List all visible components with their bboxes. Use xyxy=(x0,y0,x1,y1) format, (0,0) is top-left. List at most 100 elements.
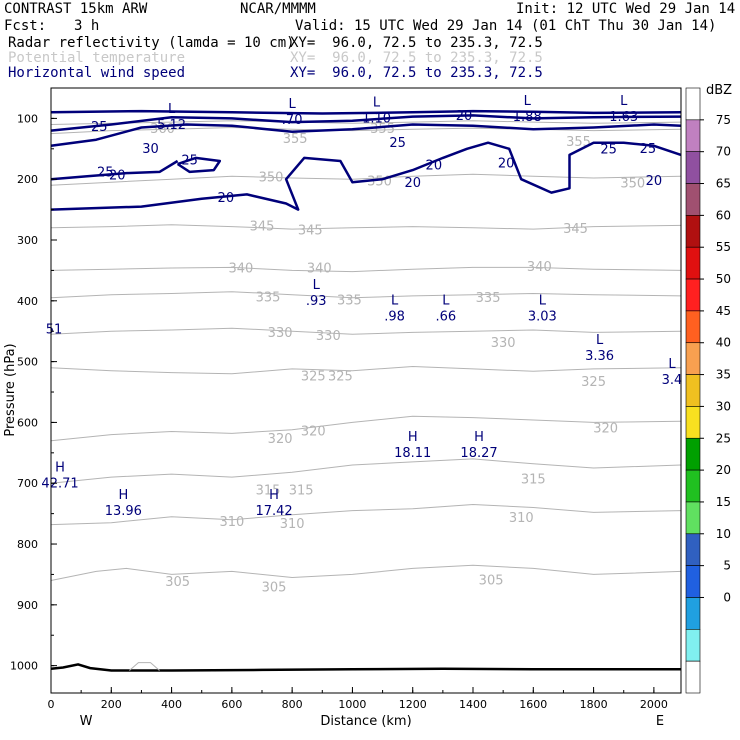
x-tick-label: 1200 xyxy=(399,698,427,711)
theta-contour-340 xyxy=(50,266,682,273)
y-tick-label: 500 xyxy=(17,356,38,369)
theta-label-325: 325 xyxy=(301,369,326,384)
theta-contour-330 xyxy=(50,327,682,335)
colorbar-swatch xyxy=(685,629,701,662)
theta-label-310: 310 xyxy=(280,517,305,532)
high-marker-letter: H xyxy=(269,488,279,503)
low-marker-value: 3.03 xyxy=(528,309,557,324)
colorbar-swatch xyxy=(685,183,701,216)
init-time: Init: 12 UTC Wed 29 Jan 14 xyxy=(516,1,736,17)
low-marker-value: 1.63 xyxy=(609,110,638,125)
y-tick-label: 1000 xyxy=(10,660,38,673)
low-marker-letter: L xyxy=(668,357,676,372)
theta-label-335: 335 xyxy=(337,293,362,308)
colorbar-level: 20 xyxy=(716,463,731,477)
theta-label-355: 355 xyxy=(566,135,591,150)
theta-label-345: 345 xyxy=(250,220,275,235)
colorbar-level: 25 xyxy=(716,431,731,445)
colorbar-swatch xyxy=(685,565,701,598)
x-tick-label: 600 xyxy=(221,698,242,711)
colorbar-level: 0 xyxy=(723,590,731,604)
colorbar-level: 75 xyxy=(716,113,731,127)
colorbar-swatch xyxy=(685,597,701,630)
wind-contour-30 xyxy=(50,114,682,132)
low-marker-letter: L xyxy=(168,102,176,117)
colorbar-level: 15 xyxy=(716,495,731,509)
high-marker-value: 13.96 xyxy=(105,504,142,519)
y-tick-label: 400 xyxy=(17,295,38,308)
low-marker-letter: L xyxy=(620,94,628,109)
theta-label-340: 340 xyxy=(307,262,332,277)
forecast-hours: 3 h xyxy=(74,18,100,34)
wind-contour-25 xyxy=(176,156,222,174)
wind-label-25: 25 xyxy=(181,153,198,168)
field-xy-theta: XY= 96.0, 72.5 to 235.3, 72.5 xyxy=(290,50,543,66)
theta-label-315: 315 xyxy=(289,484,314,499)
colorbar-swatch xyxy=(685,151,701,184)
wind-label-20: 20 xyxy=(426,158,443,173)
low-marker-value: 3.36 xyxy=(585,349,614,364)
colorbar-unit: dBZ xyxy=(706,83,732,98)
wind-label-30: 30 xyxy=(142,142,159,157)
wind-contour-20 xyxy=(50,141,682,211)
x-tick-label: 400 xyxy=(161,698,182,711)
high-marker-value: 17.42 xyxy=(255,504,292,519)
high-marker-letter: H xyxy=(474,430,484,445)
colorbar-swatch xyxy=(685,660,701,694)
theta-label-330: 330 xyxy=(491,336,516,351)
field-name-theta: Potential temperature xyxy=(8,50,186,66)
y-tick-label: 600 xyxy=(17,416,38,429)
theta-label-340: 340 xyxy=(527,260,552,275)
low-marker-value: .70 xyxy=(282,113,303,128)
colorbar-swatch xyxy=(685,215,701,248)
colorbar-swatch xyxy=(685,87,701,121)
wind-label-25: 25 xyxy=(91,120,108,135)
theta-label-310: 310 xyxy=(509,511,534,526)
y-tick-label: 900 xyxy=(17,599,38,612)
low-marker-value: 1.10 xyxy=(362,112,391,127)
theta-label-345: 345 xyxy=(298,223,323,238)
colorbar-level: 30 xyxy=(716,399,731,413)
theta-label-310: 310 xyxy=(219,515,244,530)
theta-contour-345 xyxy=(50,224,682,230)
theta-contour-305 xyxy=(50,564,682,581)
theta-contour-350 xyxy=(50,173,682,186)
theta-contour-335 xyxy=(50,291,682,299)
wind-label-20: 20 xyxy=(456,109,473,124)
wind-label-extra: 25 xyxy=(97,166,114,181)
low-marker-letter: L xyxy=(442,293,450,308)
colorbar-level: 35 xyxy=(716,368,731,382)
wind-contour-20 xyxy=(50,109,682,115)
y-tick-label: 700 xyxy=(17,477,38,490)
theta-label-325: 325 xyxy=(581,375,606,390)
theta-contour-315 xyxy=(50,458,682,484)
wind-contour-20 xyxy=(50,159,179,181)
low-marker-value: 5.12 xyxy=(157,118,186,133)
low-marker-value: .93 xyxy=(306,294,327,309)
high-marker-letter: H xyxy=(55,461,65,476)
org-title: NCAR/MMMM xyxy=(240,1,316,17)
axes: 0 200 400 600 800 1000 1200 1400 1600 1800 2000 100… xyxy=(10,112,668,711)
theta-label-320: 320 xyxy=(301,425,326,440)
low-marker-letter: L xyxy=(313,278,321,293)
terrain-surface xyxy=(50,663,681,672)
colorbar-level: 50 xyxy=(716,272,731,286)
field-xy-reflectivity: XY= 96.0, 72.5 to 235.3, 72.5 xyxy=(290,35,543,51)
wind-label-25: 25 xyxy=(600,143,617,158)
theta-label-335: 335 xyxy=(256,290,281,305)
low-marker-letter: L xyxy=(289,97,297,112)
colorbar-swatch xyxy=(685,533,701,566)
theta-label-315: 315 xyxy=(256,484,281,499)
colorbar-swatch xyxy=(685,501,701,535)
theta-contour-360 xyxy=(50,120,682,125)
colorbar-swatch xyxy=(685,246,701,280)
colorbar-level: 70 xyxy=(716,145,731,159)
low-marker-letter: L xyxy=(524,94,532,109)
colorbar-level: 45 xyxy=(716,304,731,318)
wind-label-25: 25 xyxy=(640,142,657,157)
y-axis-label: Pressure (hPa) xyxy=(3,343,18,436)
low-marker-value: 1.88 xyxy=(513,110,542,125)
